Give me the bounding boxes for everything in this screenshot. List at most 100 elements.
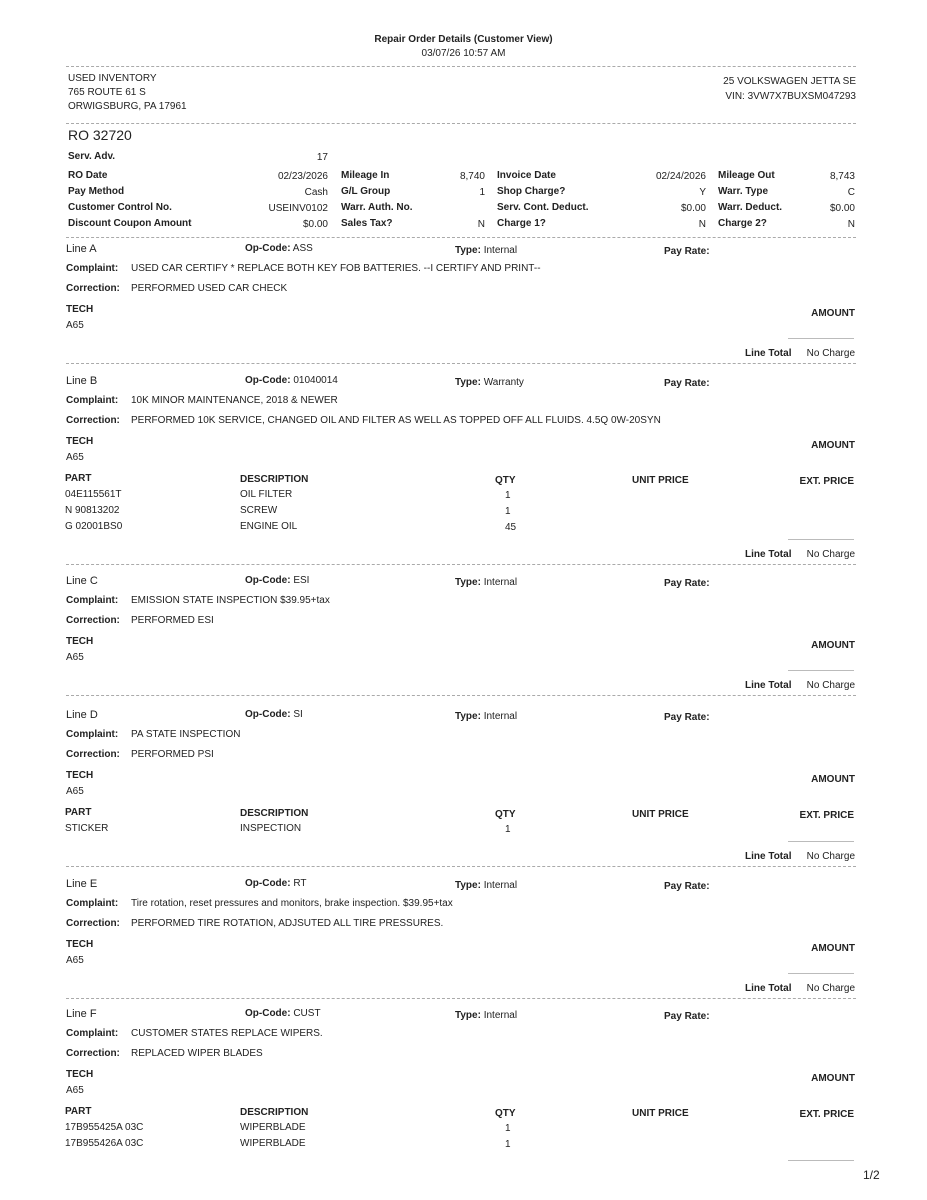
line-total-label: Line Total [745,983,792,994]
field-label: Sales Tax? [341,218,393,229]
part-qty: 1 [505,1139,511,1150]
correction-text: PERFORMED TIRE ROTATION, ADJSUTED ALL TI… [131,918,444,929]
part-number: 04E115561T [65,489,122,500]
field-label: Serv. Cont. Deduct. [497,202,589,213]
description-header: DESCRIPTION [240,808,309,819]
line-name: Line D [66,709,98,721]
line-total-label: Line Total [745,348,792,359]
amount-label: AMOUNT [811,1073,855,1084]
vehicle-description: 25 VOLKSWAGEN JETTA SE [723,76,856,87]
qty-header: QTY [495,809,516,820]
tech-value: A65 [66,320,84,331]
qty-header: QTY [495,1108,516,1119]
field-label: Warr. Type [718,186,769,197]
tech-label: TECH [66,436,94,447]
complaint-label: Complaint: [66,263,119,274]
correction-text: REPLACED WIPER BLADES [131,1048,263,1059]
divider [66,363,856,364]
op-code-value: RT [293,878,307,889]
op-code: Op-Code: ASS [245,243,313,254]
unit-price-header: UNIT PRICE [632,809,689,820]
field-label: Shop Charge? [497,186,566,197]
correction-text: PERFORMED 10K SERVICE, CHANGED OIL AND F… [131,415,661,426]
complaint-text: Tire rotation, reset pressures and monit… [131,898,453,909]
complaint-text: USED CAR CERTIFY * REPLACE BOTH KEY FOB … [131,263,541,274]
amount-underline [788,338,854,339]
line-type: Type: Warranty [455,377,524,388]
tech-value: A65 [66,955,84,966]
tech-value: A65 [66,786,84,797]
line-total-value: No Charge [806,348,855,359]
part-description: WIPERBLADE [240,1138,306,1149]
line-type: Type: Internal [455,880,517,891]
amount-label: AMOUNT [811,308,855,319]
complaint-label: Complaint: [66,395,119,406]
complaint-label: Complaint: [66,595,119,606]
op-code: Op-Code: RT [245,878,306,889]
customer-address: 765 ROUTE 61 S [68,87,146,98]
op-code-label: Op-Code: [245,1008,291,1019]
line-total-label: Line Total [745,851,792,862]
type-value: Internal [483,1010,518,1021]
correction-text: PERFORMED ESI [131,615,214,626]
field-value: C [847,187,855,198]
part-qty: 1 [505,506,511,517]
field-label: Pay Method [68,186,125,197]
type-label: Type: [455,711,481,722]
amount-label: AMOUNT [811,440,855,451]
line-type: Type: Internal [455,1010,517,1021]
correction-label: Correction: [66,1048,120,1059]
correction-text: PERFORMED USED CAR CHECK [131,283,288,294]
op-code-label: Op-Code: [245,878,291,889]
field-value: N [847,219,855,230]
complaint-text: EMISSION STATE INSPECTION $39.95+tax [131,595,330,606]
divider [66,695,856,696]
amount-underline [788,670,854,671]
field-value: 8,740 [459,171,485,182]
description-header: DESCRIPTION [240,1107,309,1118]
part-number: 17B955425A 03C [65,1122,144,1133]
field-value: 02/23/2026 [277,171,328,182]
complaint-label: Complaint: [66,1028,119,1039]
line-total-value: No Charge [806,983,855,994]
amount-underline [788,973,854,974]
op-code-label: Op-Code: [245,375,291,386]
type-value: Warranty [483,377,524,388]
part-description: ENGINE OIL [240,521,298,532]
op-code: Op-Code: ESI [245,575,309,586]
amount-label: AMOUNT [811,943,855,954]
field-value: 8,743 [829,171,855,182]
correction-label: Correction: [66,615,120,626]
divider [66,123,856,124]
op-code-value: CUST [293,1008,321,1019]
line-total-label: Line Total [745,680,792,691]
field-value: $0.00 [829,203,855,214]
field-value: 17 [316,152,328,163]
field-value: 02/24/2026 [655,171,706,182]
pay-rate-label: Pay Rate: [664,1011,710,1022]
correction-label: Correction: [66,918,120,929]
complaint-label: Complaint: [66,898,119,909]
field-value: N [698,219,706,230]
field-value: Cash [304,187,328,198]
amount-underline [788,841,854,842]
field-value: Y [699,187,706,198]
part-header: PART [65,1106,92,1117]
correction-label: Correction: [66,415,120,426]
part-qty: 1 [505,1123,511,1134]
line-total-value: No Charge [806,549,855,560]
complaint-text: PA STATE INSPECTION [131,729,241,740]
line-type: Type: Internal [455,245,517,256]
field-value: N [477,219,485,230]
op-code-value: SI [293,709,303,720]
field-value: 1 [479,187,485,198]
field-label: Charge 1? [497,218,546,229]
field-label: Customer Control No. [68,202,172,213]
op-code-value: ESI [293,575,310,586]
part-number: 17B955426A 03C [65,1138,144,1149]
field-label: Discount Coupon Amount [68,218,192,229]
correction-text: PERFORMED PSI [131,749,214,760]
amount-underline [788,1160,854,1161]
field-label: Charge 2? [718,218,767,229]
correction-label: Correction: [66,749,120,760]
